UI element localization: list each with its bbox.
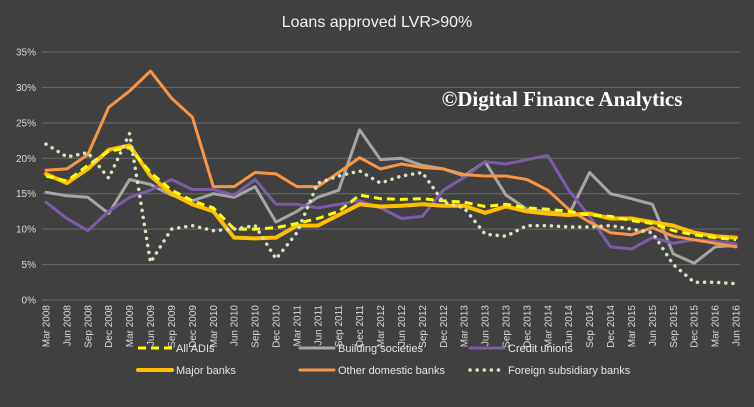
x-tick-label: Dec 2015 [690,305,701,348]
series-line-building-societies [44,128,738,265]
x-tick-label: Dec 2012 [439,305,450,348]
y-tick-label: 15% [16,189,36,200]
y-tick-label: 5% [22,260,37,271]
y-tick-label: 10% [16,225,36,236]
legend-label: Credit unions [508,343,573,355]
y-tick-label: 0% [22,296,37,307]
chart-title: Loans approved LVR>90% [282,14,473,31]
x-tick-label: Sep 2010 [251,305,262,348]
x-tick-label: Jun 2015 [648,305,659,347]
series-line-all-adis [45,146,737,242]
y-tick-label: 35% [16,48,36,59]
x-tick-label: Jun 2014 [564,305,575,347]
x-axis: Mar 2008 Jun 2008 Sep 2008 Dec 2008 Mar 2009… [42,305,743,348]
x-tick-label: Sep 2011 [334,305,345,348]
y-tick-label: 30% [16,83,36,94]
x-tick-label: Mar 2008 [42,305,53,348]
x-tick-label: Dec 2013 [522,305,533,348]
legend: All ADIs Building societies Credit unions M… [136,343,631,377]
x-tick-label: Dec 2010 [272,305,283,348]
x-tick-label: Jun 2013 [481,305,492,347]
x-tick-label: Mar 2010 [209,305,220,348]
plot-area [44,69,738,286]
watermark: ©Digital Finance Analytics [442,87,683,111]
x-tick-label: Jun 2016 [732,305,743,347]
y-axis: 0% 5% 10% 15% 20% 25% 30% 35% [16,48,36,307]
series-line-other-domestic-banks [44,69,738,249]
x-tick-label: Dec 2008 [104,305,115,348]
y-tick-label: 25% [16,118,36,129]
x-tick-label: Dec 2009 [188,305,199,348]
x-tick-label: Sep 2008 [83,305,94,348]
x-tick-label: Jun 2009 [146,305,157,347]
legend-label: Building societies [338,343,423,355]
x-tick-label: Mar 2011 [292,305,303,347]
x-tick-label: Mar 2015 [627,305,638,348]
x-tick-label: Mar 2013 [460,305,471,348]
x-tick-label: Dec 2011 [355,305,366,348]
legend-label: Other domestic banks [338,365,445,377]
x-tick-label: Sep 2013 [502,305,513,348]
x-tick-label: Mar 2009 [125,305,136,348]
x-tick-label: Sep 2009 [167,305,178,348]
x-tick-label: Sep 2012 [418,305,429,348]
legend-label: Major banks [176,365,236,377]
x-tick-label: Mar 2014 [543,305,554,348]
x-tick-label: Mar 2012 [376,305,387,348]
x-tick-label: Jun 2008 [62,305,73,347]
legend-label: Foreign subsidiary banks [508,365,631,377]
series-line-foreign-subsidiary-banks [44,131,738,286]
x-tick-label: Jun 2010 [230,305,241,347]
legend-label: All ADIs [176,343,215,355]
y-tick-label: 20% [16,154,36,165]
x-tick-label: Mar 2016 [711,305,722,348]
x-tick-label: Dec 2014 [606,305,617,348]
x-tick-label: Sep 2014 [585,305,596,348]
x-tick-label: Jun 2011 [313,305,324,346]
x-tick-label: Sep 2015 [669,305,680,348]
x-tick-label: Jun 2012 [397,305,408,347]
